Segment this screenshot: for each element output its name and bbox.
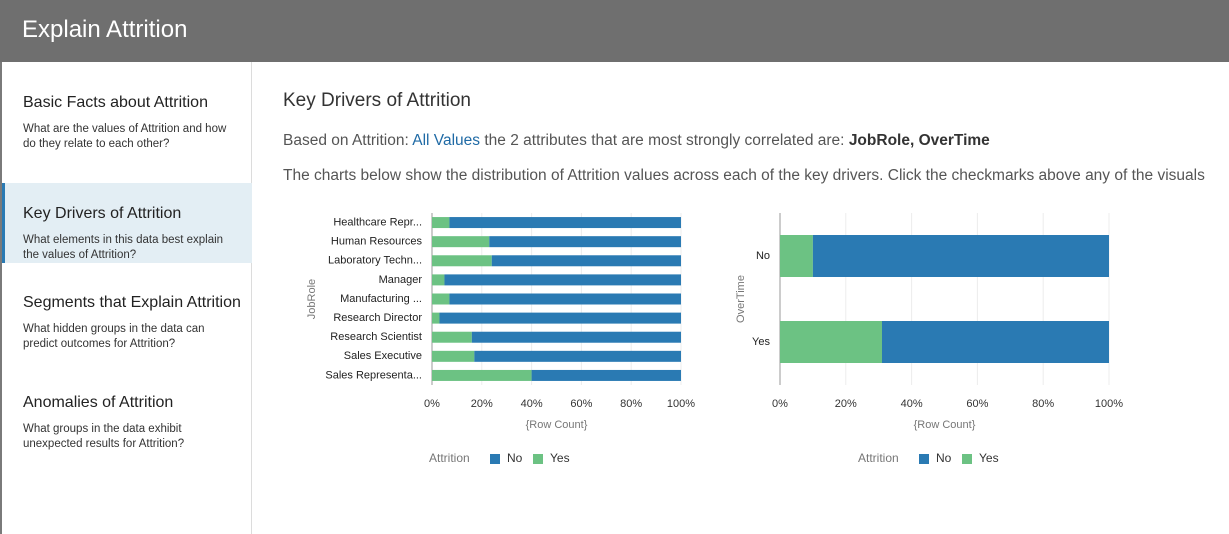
- description: The charts below show the distribution o…: [283, 167, 1205, 184]
- sidebar: Basic Facts about Attrition What are the …: [0, 62, 252, 534]
- bar-segment: [432, 255, 492, 267]
- nav-item[interactable]: Segments that Explain Attrition What hidd…: [2, 272, 252, 352]
- bar-segment: [491, 255, 681, 267]
- x-tick-label: 80%: [620, 398, 642, 410]
- bar-segment: [432, 236, 490, 248]
- nav-item[interactable]: Anomalies of Attrition What groups in the…: [2, 372, 252, 452]
- x-tick-label: 20%: [471, 398, 493, 410]
- bar-segment: [432, 350, 475, 362]
- bar-segment: [881, 321, 1109, 363]
- y-tick-label: Research Director: [333, 312, 422, 324]
- bar-segment: [432, 217, 450, 229]
- nav-title[interactable]: Basic Facts about Attrition: [23, 94, 208, 111]
- bar-segment: [780, 235, 813, 277]
- nav-title[interactable]: Segments that Explain Attrition: [23, 294, 241, 311]
- x-tick-label: 0%: [772, 398, 788, 410]
- nav-item[interactable]: Basic Facts about Attrition What are the …: [2, 72, 252, 152]
- bar-segment: [449, 293, 681, 305]
- header: Explain Attrition: [0, 0, 1229, 62]
- x-tick-label: 20%: [835, 398, 857, 410]
- chart-group: 0% 20% 40% 60% 80% 100% Healthcare Repr... Huma…: [306, 213, 1123, 465]
- bar-segment: [780, 321, 882, 363]
- section-title: Key Drivers of Attrition: [283, 90, 471, 111]
- legend-label: No: [507, 451, 523, 465]
- nav-item-selected[interactable]: Key Drivers of Attrition What elements in…: [2, 183, 252, 263]
- legend-swatch: [962, 454, 972, 464]
- x-tick-label: 60%: [966, 398, 988, 410]
- charts: 0% 20% 40% 60% 80% 100% Healthcare Repr... Huma…: [253, 195, 1229, 490]
- legend-swatch: [490, 454, 500, 464]
- main-content: Key Drivers of Attrition Based on Attrit…: [283, 90, 1229, 200]
- legend-swatch: [919, 454, 929, 464]
- x-tick-label: 100%: [1095, 398, 1123, 410]
- x-tick-label: 80%: [1032, 398, 1054, 410]
- x-tick-label: 40%: [901, 398, 923, 410]
- summary-middle: the 2 attributes that are most strongly …: [484, 132, 845, 149]
- x-tick-label: 0%: [424, 398, 440, 410]
- legend-label: Yes: [979, 451, 999, 465]
- chart-area: 0% 20% 40% 60% 80% 100% Healthcare Repr... Huma…: [306, 213, 1123, 465]
- bar-segment: [432, 369, 532, 381]
- x-tick-label: 100%: [667, 398, 695, 410]
- y-tick-label: Manager: [379, 274, 423, 286]
- y-tick-label: Human Resources: [331, 236, 423, 248]
- nav-title[interactable]: Anomalies of Attrition: [23, 394, 174, 411]
- summary-prefix: Based on Attrition:: [283, 132, 409, 149]
- bar-segment: [439, 312, 681, 324]
- bar-segment: [812, 235, 1109, 277]
- nav-description: What hidden groups in the data can predi…: [23, 323, 205, 350]
- bar-segment: [474, 350, 681, 362]
- y-tick-label: Yes: [752, 336, 770, 348]
- y-tick-label: Manufacturing ...: [340, 293, 422, 305]
- y-axis-title: OverTime: [735, 275, 747, 323]
- x-axis-title: {Row Count}: [526, 419, 588, 431]
- bar-segment: [432, 274, 445, 286]
- legend-label: Yes: [550, 451, 570, 465]
- bar-segment: [449, 217, 681, 229]
- bar-segment: [531, 369, 681, 381]
- legend-swatch: [533, 454, 543, 464]
- y-tick-label: Sales Executive: [344, 350, 422, 362]
- key-attributes: JobRole, OverTime: [848, 132, 990, 149]
- app-title: Explain Attrition: [22, 16, 188, 43]
- y-tick-label: Healthcare Repr...: [333, 216, 422, 228]
- bar-segment: [432, 312, 440, 324]
- summary: Based on Attrition: All Values the 2 att…: [283, 132, 990, 150]
- y-axis-title: JobRole: [306, 279, 318, 319]
- y-tick-label: Research Scientist: [330, 331, 422, 343]
- nav-description: What groups in the data exhibit unexpect…: [23, 423, 185, 450]
- nav-description: What elements in this data best explain …: [23, 234, 224, 261]
- bar-segment: [432, 331, 472, 343]
- y-tick-label: Sales Representa...: [325, 369, 422, 381]
- legend-label: No: [936, 451, 952, 465]
- nav-description: What are the values of Attrition and how…: [23, 123, 227, 150]
- y-tick-label: Laboratory Techn...: [328, 255, 422, 267]
- legend-title: Attrition: [429, 451, 470, 465]
- bar-segment: [489, 236, 681, 248]
- y-tick-label: No: [756, 250, 770, 262]
- bar-segment: [432, 293, 450, 305]
- filter-link[interactable]: All Values: [412, 132, 481, 149]
- legend-title: Attrition: [858, 451, 899, 465]
- bar-segment: [471, 331, 681, 343]
- x-tick-label: 40%: [521, 398, 543, 410]
- nav-title[interactable]: Key Drivers of Attrition: [23, 205, 182, 222]
- x-axis-title: {Row Count}: [914, 419, 976, 431]
- x-tick-label: 60%: [570, 398, 592, 410]
- bar-segment: [444, 274, 681, 286]
